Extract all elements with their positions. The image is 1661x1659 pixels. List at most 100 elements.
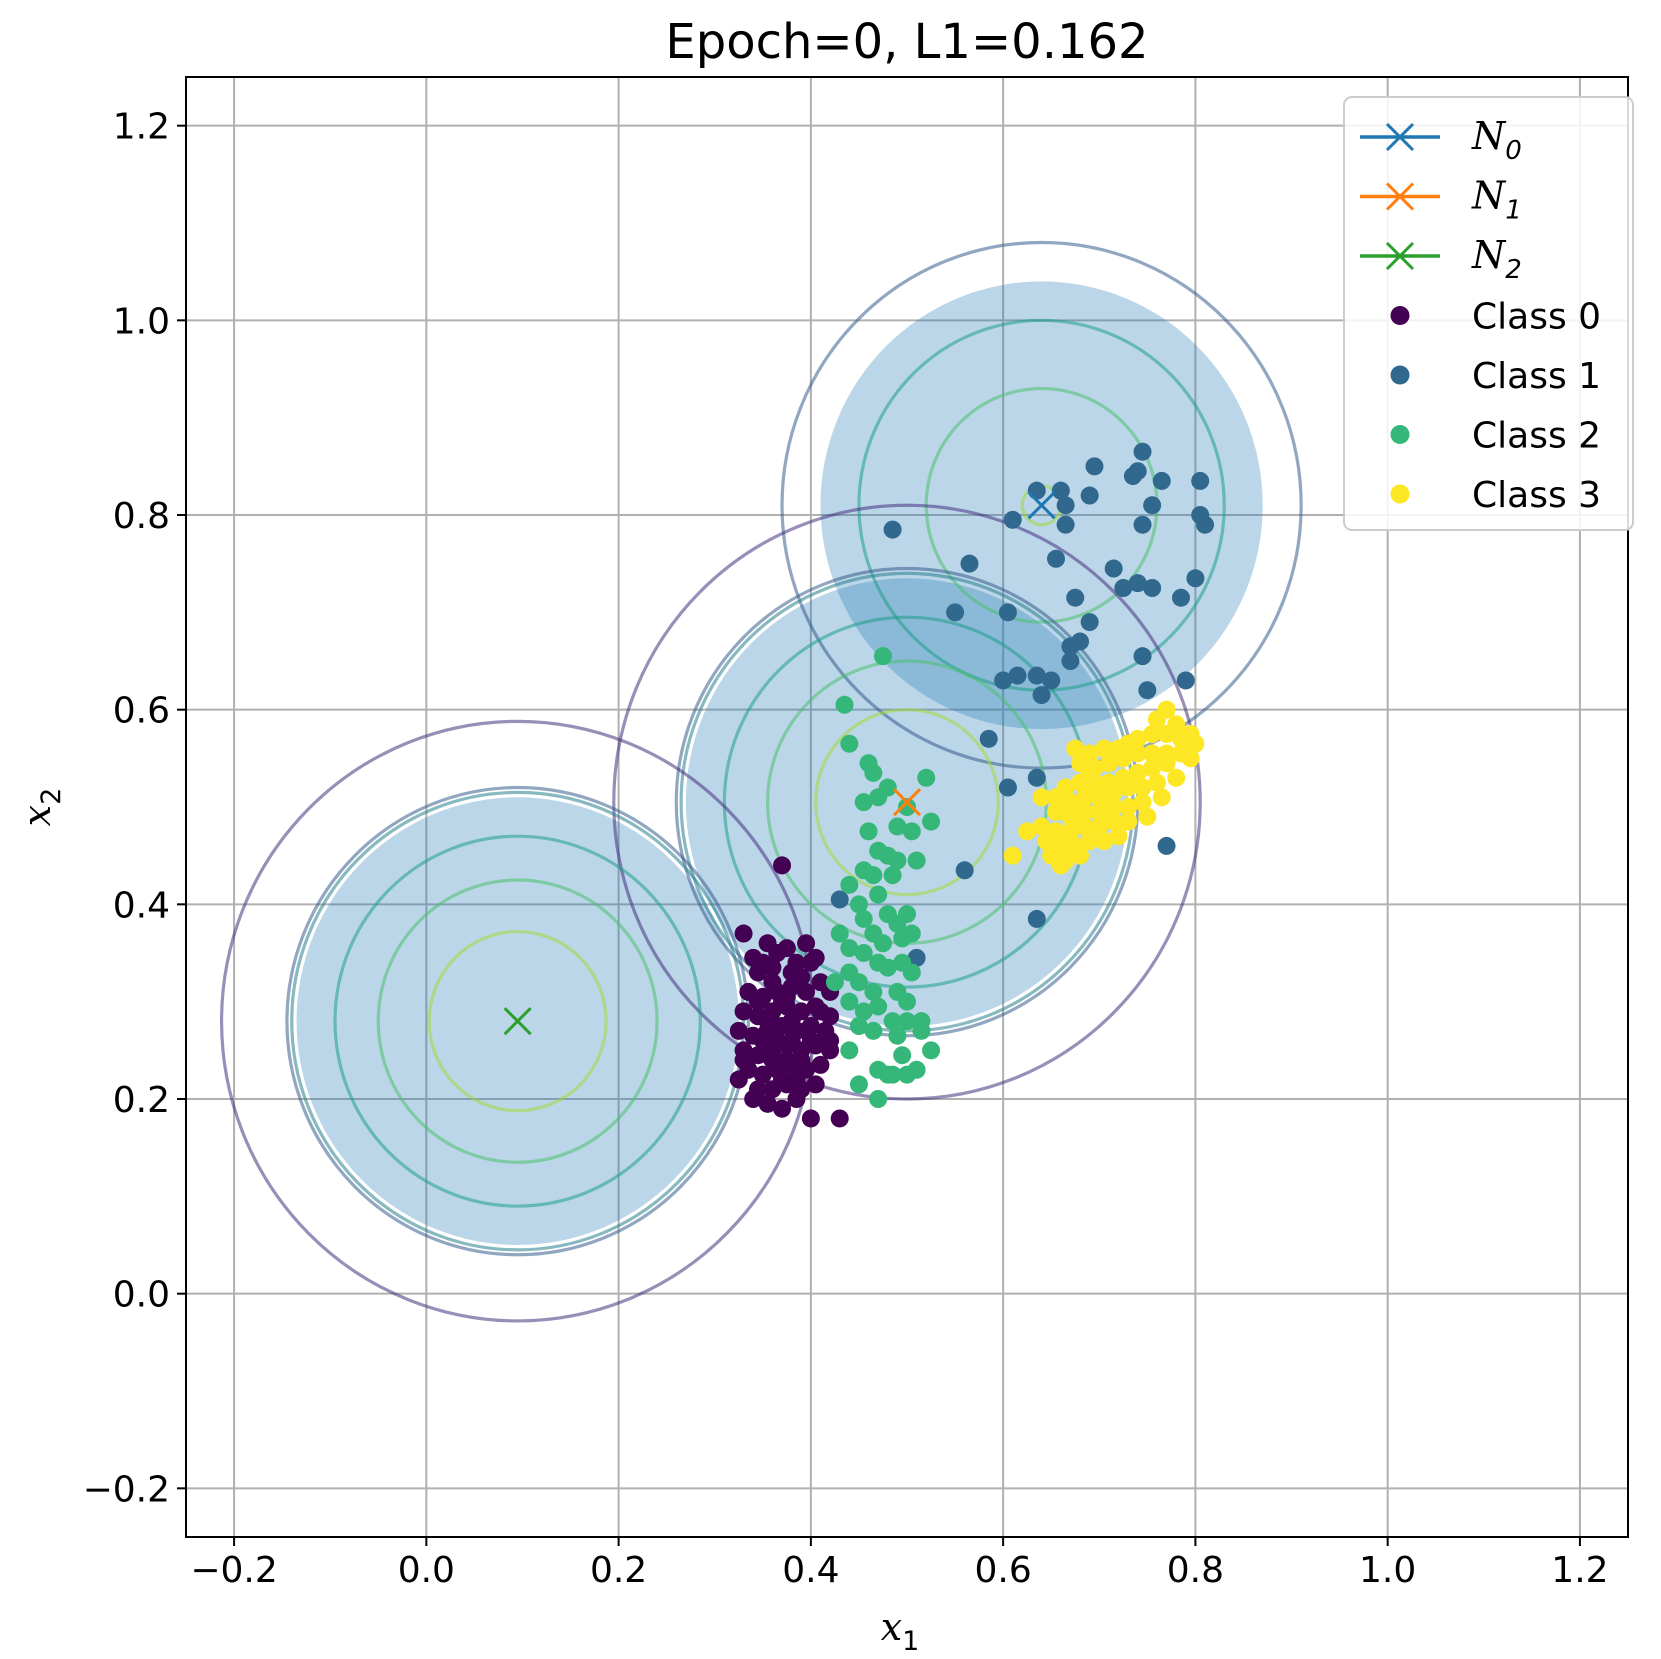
data-point	[1133, 515, 1152, 534]
legend-label-sub: 2	[1505, 255, 1522, 285]
data-point	[1071, 846, 1090, 865]
data-point	[998, 778, 1017, 797]
data-point	[811, 1002, 830, 1021]
data-point	[1095, 739, 1114, 758]
data-point	[912, 1021, 931, 1040]
legend-dot	[1390, 425, 1410, 444]
data-point	[782, 1031, 801, 1050]
data-point	[1027, 481, 1046, 500]
data-point	[1075, 802, 1094, 821]
data-point	[1133, 647, 1152, 666]
data-point	[849, 895, 868, 914]
legend-marker	[1385, 122, 1415, 152]
y-tick-label: 1.2	[113, 107, 170, 148]
data-point	[1147, 773, 1166, 792]
data-point	[777, 1051, 796, 1070]
data-point	[873, 934, 892, 953]
data-point	[1186, 569, 1205, 588]
legend-dot	[1390, 365, 1410, 385]
y-tick-label: 0.2	[113, 1080, 170, 1121]
x-axis-label-base: x	[881, 1605, 902, 1649]
data-point	[1133, 778, 1152, 797]
contour-ring	[814, 708, 1000, 897]
data-point	[758, 1094, 777, 1113]
data-point	[1104, 783, 1123, 802]
data-point	[922, 1041, 941, 1060]
data-point	[768, 1031, 787, 1050]
x-axis-ticks: −0.2 0.0 0.2 0.4 0.6 0.8 1.0 1.2	[190, 1537, 1609, 1591]
data-point	[955, 861, 974, 880]
data-point	[898, 992, 916, 1011]
plot-frame	[185, 76, 1629, 1538]
data-point	[864, 763, 883, 782]
data-point	[898, 1012, 916, 1031]
data-point	[994, 671, 1013, 690]
data-point	[1171, 729, 1190, 748]
legend-label: Class 3	[1472, 475, 1601, 516]
data-point	[859, 822, 878, 841]
data-point	[1085, 457, 1104, 476]
data-point	[946, 603, 965, 622]
data-point	[1143, 579, 1162, 597]
data-point	[883, 520, 902, 539]
data-point	[792, 1051, 811, 1070]
data-point	[902, 963, 921, 982]
data-point	[1090, 802, 1109, 821]
legend-box	[1343, 96, 1634, 531]
data-point	[830, 1109, 849, 1128]
data-point	[960, 554, 979, 573]
x-tick-label: 0.6	[975, 1550, 1032, 1591]
mean-marker	[503, 1007, 532, 1036]
data-point	[1133, 442, 1152, 461]
data-point	[1109, 827, 1128, 846]
contour-ring	[376, 878, 659, 1164]
data-point	[1061, 807, 1080, 826]
y-tick-label: 1.0	[113, 301, 170, 342]
data-point	[758, 1012, 777, 1031]
legend-label: N0	[1471, 114, 1522, 166]
data-point	[729, 1021, 748, 1040]
data-point	[734, 1051, 753, 1070]
data-point	[763, 958, 782, 977]
legend-label: N1	[1471, 174, 1522, 226]
y-tick-label: 0.0	[113, 1275, 170, 1316]
data-point	[854, 909, 873, 928]
data-point	[1080, 763, 1099, 782]
data-point	[864, 982, 883, 1001]
data-point	[821, 1031, 840, 1050]
data-point	[869, 885, 888, 904]
data-point	[883, 1065, 902, 1084]
data-point	[763, 973, 782, 992]
contour-ring	[333, 834, 702, 1208]
data-point	[830, 890, 849, 909]
data-point	[748, 1046, 767, 1065]
data-point	[1186, 734, 1205, 753]
data-point	[883, 866, 902, 885]
data-point	[801, 1109, 820, 1128]
data-point	[864, 866, 883, 885]
data-point	[1176, 671, 1195, 690]
data-point	[1143, 744, 1162, 763]
data-point	[1080, 832, 1099, 851]
data-point	[922, 812, 941, 831]
data-point	[849, 1017, 868, 1035]
data-point	[1066, 739, 1085, 758]
data-point	[1018, 822, 1037, 841]
data-point	[1119, 798, 1138, 816]
data-point	[1090, 788, 1109, 807]
data-point	[878, 958, 897, 977]
data-point	[902, 822, 921, 841]
data-point	[1104, 812, 1123, 831]
legend-label: Class 0	[1472, 297, 1601, 338]
y-tick-label: 0.8	[113, 496, 170, 537]
data-point	[797, 934, 816, 953]
legend-dot	[1390, 306, 1410, 325]
legend-label: N2	[1471, 233, 1522, 285]
data-point	[1047, 549, 1066, 568]
data-point	[1032, 686, 1051, 705]
data-point	[869, 997, 888, 1016]
data-points	[729, 442, 1215, 1128]
data-point	[864, 1021, 883, 1040]
